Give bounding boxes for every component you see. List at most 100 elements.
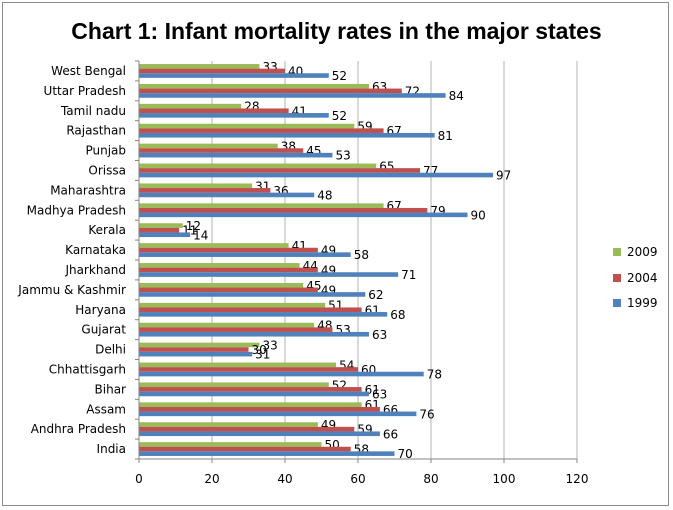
bar bbox=[139, 192, 315, 198]
category-label: Bihar bbox=[95, 382, 127, 396]
bar bbox=[139, 382, 329, 388]
bar bbox=[139, 243, 289, 248]
bar bbox=[139, 272, 399, 277]
bar bbox=[139, 362, 337, 368]
x-tick-label: 40 bbox=[277, 472, 292, 486]
bar bbox=[139, 302, 326, 308]
bar bbox=[139, 391, 369, 397]
bar bbox=[139, 402, 362, 407]
bar bbox=[139, 371, 424, 377]
legend-label: 2009 bbox=[627, 245, 658, 259]
legend-swatch bbox=[613, 248, 621, 256]
data-label: 12 bbox=[186, 219, 201, 233]
category-label: Gujarat bbox=[81, 323, 126, 337]
bar bbox=[139, 132, 435, 138]
bar bbox=[139, 88, 402, 94]
category-label: Jammu & Kashmir bbox=[17, 283, 126, 297]
bar bbox=[139, 367, 358, 372]
data-label: 70 bbox=[398, 447, 413, 461]
category-label: Madhya Pradesh bbox=[27, 203, 126, 217]
bar bbox=[139, 103, 242, 109]
bar bbox=[139, 64, 260, 69]
bar bbox=[139, 68, 285, 74]
category-label: India bbox=[97, 442, 126, 456]
x-tick-label: 0 bbox=[135, 472, 143, 486]
bar bbox=[139, 232, 191, 238]
data-label: 48 bbox=[317, 188, 332, 202]
data-label: 52 bbox=[332, 109, 347, 123]
category-label: Andhra Pradesh bbox=[31, 422, 126, 436]
bar bbox=[139, 267, 318, 273]
bar bbox=[139, 327, 333, 332]
data-label: 63 bbox=[372, 387, 387, 401]
data-label: 68 bbox=[390, 308, 405, 322]
bar bbox=[139, 183, 253, 189]
legend-swatch bbox=[613, 274, 621, 282]
bar bbox=[139, 93, 446, 98]
bar bbox=[139, 212, 468, 218]
bar bbox=[139, 442, 322, 447]
x-tick-label: 80 bbox=[423, 472, 438, 486]
bar bbox=[139, 73, 329, 78]
bar bbox=[139, 287, 318, 293]
bar bbox=[139, 168, 421, 173]
data-label: 33 bbox=[262, 338, 277, 352]
data-label: 52 bbox=[332, 69, 347, 83]
bar bbox=[139, 282, 304, 288]
bar bbox=[139, 108, 289, 114]
bar bbox=[139, 411, 417, 417]
category-label: Tamil nadu bbox=[60, 104, 126, 118]
bar bbox=[139, 347, 249, 352]
data-label: 62 bbox=[368, 288, 383, 302]
bar bbox=[139, 188, 271, 193]
legend-label: 1999 bbox=[627, 296, 658, 310]
data-label: 58 bbox=[354, 248, 369, 262]
bar bbox=[139, 322, 315, 328]
bar bbox=[139, 223, 183, 228]
bar bbox=[139, 143, 278, 149]
bar bbox=[139, 83, 369, 89]
data-label: 84 bbox=[449, 89, 464, 103]
chart-title: Chart 1: Infant mortality rates in the m… bbox=[71, 18, 602, 44]
category-label: West Bengal bbox=[51, 64, 126, 78]
category-label: Jharkhand bbox=[64, 263, 126, 277]
category-label: Chhattisgarh bbox=[49, 362, 126, 376]
data-label: 14 bbox=[193, 228, 208, 242]
bar bbox=[139, 203, 384, 208]
legend-swatch bbox=[613, 299, 621, 307]
data-label: 63 bbox=[372, 328, 387, 342]
bar bbox=[139, 342, 260, 348]
x-tick-label: 60 bbox=[350, 472, 365, 486]
data-label: 53 bbox=[335, 149, 350, 163]
category-label: Uttar Pradesh bbox=[44, 84, 126, 98]
bar bbox=[139, 422, 318, 427]
bar bbox=[139, 207, 428, 213]
bar bbox=[139, 312, 388, 317]
bar bbox=[139, 148, 304, 153]
data-label: 30 bbox=[252, 343, 267, 357]
data-label: 76 bbox=[419, 407, 434, 421]
category-label: Orissa bbox=[88, 163, 126, 177]
bar bbox=[139, 446, 351, 452]
data-label: 71 bbox=[401, 268, 416, 282]
bar bbox=[139, 123, 355, 129]
bar bbox=[139, 426, 355, 432]
category-label: Karnataka bbox=[65, 243, 126, 257]
bar bbox=[139, 227, 180, 233]
bar bbox=[139, 331, 369, 337]
category-label: Assam bbox=[86, 402, 126, 416]
bar bbox=[139, 387, 362, 392]
category-label: Haryana bbox=[75, 303, 126, 317]
data-label: 66 bbox=[383, 427, 398, 441]
bar bbox=[139, 252, 351, 257]
legend-label: 2004 bbox=[627, 271, 658, 285]
bar bbox=[139, 113, 329, 118]
category-label: Rajasthan bbox=[66, 124, 126, 138]
bar bbox=[139, 451, 395, 456]
bar bbox=[139, 128, 384, 133]
x-tick-label: 120 bbox=[566, 472, 589, 486]
category-label: Punjab bbox=[85, 144, 126, 158]
x-tick-label: 100 bbox=[493, 472, 516, 486]
category-label: Kerala bbox=[88, 223, 126, 237]
